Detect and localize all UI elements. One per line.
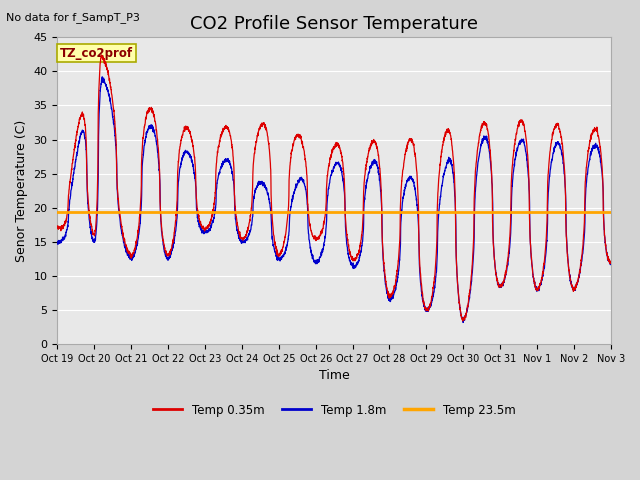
- X-axis label: Time: Time: [319, 369, 349, 382]
- Y-axis label: Senor Temperature (C): Senor Temperature (C): [15, 120, 28, 262]
- Legend: Temp 0.35m, Temp 1.8m, Temp 23.5m: Temp 0.35m, Temp 1.8m, Temp 23.5m: [148, 399, 520, 421]
- Text: No data for f_SampT_P3: No data for f_SampT_P3: [6, 12, 140, 23]
- Text: TZ_co2prof: TZ_co2prof: [60, 47, 133, 60]
- Title: CO2 Profile Sensor Temperature: CO2 Profile Sensor Temperature: [190, 15, 478, 33]
